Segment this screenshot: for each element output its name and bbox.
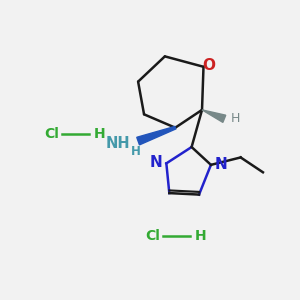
Polygon shape — [202, 110, 226, 122]
Text: Cl: Cl — [146, 229, 160, 243]
Text: H: H — [195, 229, 206, 243]
Text: Cl: Cl — [44, 127, 59, 141]
Text: O: O — [202, 58, 215, 73]
Text: H: H — [131, 145, 141, 158]
Polygon shape — [137, 126, 176, 145]
Text: N: N — [150, 155, 163, 170]
Text: NH: NH — [106, 136, 131, 151]
Text: H: H — [231, 112, 240, 125]
Text: H: H — [94, 127, 105, 141]
Text: N: N — [214, 157, 227, 172]
